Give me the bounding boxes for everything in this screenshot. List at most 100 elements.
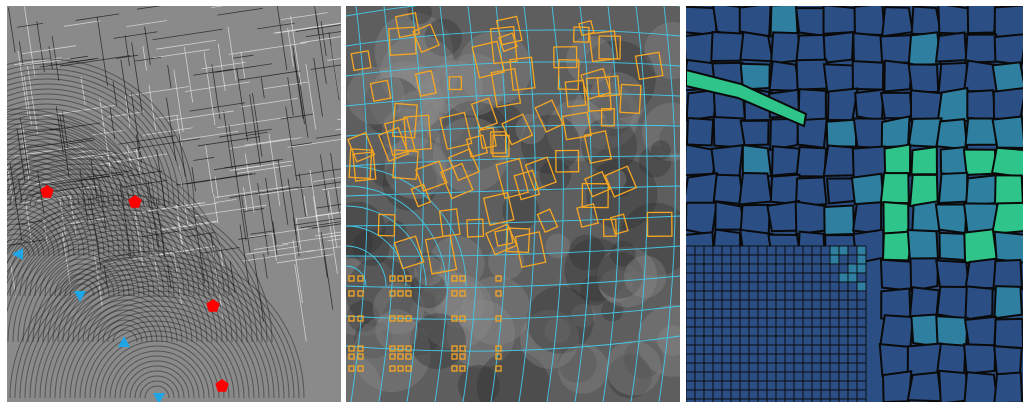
frame-square bbox=[397, 345, 404, 352]
frame-square bbox=[348, 290, 355, 297]
mesh-cell bbox=[802, 353, 813, 364]
mesh-cell bbox=[811, 317, 822, 328]
mesh-cell bbox=[820, 245, 831, 256]
frame-square bbox=[403, 114, 432, 152]
mesh-cell bbox=[838, 245, 849, 256]
mesh-cell bbox=[703, 371, 714, 382]
streamline bbox=[346, 265, 367, 287]
mesh-cell bbox=[712, 254, 723, 265]
mesh-cell bbox=[757, 380, 768, 391]
mesh-cell bbox=[769, 117, 800, 152]
mesh-cell bbox=[686, 308, 696, 319]
mesh-cell bbox=[730, 326, 741, 337]
mesh-cell bbox=[757, 290, 768, 301]
frame-square bbox=[347, 131, 376, 163]
mesh-cell bbox=[964, 174, 998, 207]
mesh-cell bbox=[856, 389, 867, 400]
mesh-cell bbox=[730, 353, 741, 364]
frame-square bbox=[451, 353, 458, 360]
mesh-cell bbox=[712, 281, 723, 292]
mesh-cell bbox=[703, 398, 714, 402]
mesh-cell bbox=[766, 263, 777, 274]
mesh-cell bbox=[739, 317, 750, 328]
mesh-cell bbox=[802, 362, 813, 373]
mesh-cell bbox=[847, 326, 858, 337]
mesh-cell bbox=[686, 326, 696, 337]
mesh-cell bbox=[703, 263, 714, 274]
mesh-cell bbox=[856, 362, 867, 373]
mesh-cell bbox=[802, 380, 813, 391]
frame-square bbox=[357, 353, 364, 360]
frame-square bbox=[553, 46, 578, 69]
mesh-cell bbox=[721, 398, 732, 402]
mesh-cell bbox=[775, 290, 786, 301]
mesh-cell bbox=[820, 263, 831, 274]
frame-square bbox=[490, 67, 522, 108]
mesh-cell bbox=[856, 308, 867, 319]
mesh-cell bbox=[748, 380, 759, 391]
frame-square bbox=[495, 275, 502, 282]
frame-square bbox=[369, 79, 392, 103]
frame-square bbox=[451, 275, 458, 282]
frame-square bbox=[389, 315, 396, 322]
mesh-cell bbox=[757, 362, 768, 373]
streamline bbox=[462, 6, 480, 402]
mesh-cell bbox=[847, 272, 858, 283]
mesh-cell bbox=[739, 344, 750, 355]
mesh-cell bbox=[712, 353, 723, 364]
mesh-cell bbox=[712, 299, 723, 310]
mesh-cell bbox=[710, 144, 744, 179]
mesh-cell bbox=[730, 299, 741, 310]
mesh-cell bbox=[748, 308, 759, 319]
mesh-cell bbox=[847, 308, 858, 319]
mesh-cell bbox=[847, 254, 858, 265]
mesh-cell bbox=[811, 335, 822, 346]
mesh-cell bbox=[748, 281, 759, 292]
mesh-cell bbox=[794, 176, 828, 207]
mesh-cell bbox=[686, 335, 696, 346]
mesh-cell bbox=[721, 254, 732, 265]
streamline bbox=[434, 6, 452, 402]
mesh-cell bbox=[784, 281, 795, 292]
mesh-cell bbox=[757, 398, 768, 402]
mesh-cell bbox=[775, 308, 786, 319]
mesh-cell bbox=[739, 245, 750, 256]
mesh-cell bbox=[829, 335, 840, 346]
mesh-cell bbox=[775, 353, 786, 364]
mesh-cell bbox=[766, 380, 777, 391]
frame-square bbox=[414, 160, 448, 192]
mesh-cell bbox=[712, 317, 723, 328]
mesh-cell bbox=[937, 6, 971, 35]
mesh-cell bbox=[710, 30, 746, 63]
mesh-cell bbox=[879, 91, 913, 120]
mesh-cell bbox=[757, 344, 768, 355]
mesh-cell bbox=[730, 371, 741, 382]
mesh-cell bbox=[784, 335, 795, 346]
blue-arrow-marker bbox=[74, 291, 86, 302]
mesh-cell bbox=[856, 245, 867, 256]
frame-square bbox=[495, 315, 502, 322]
mesh-cell bbox=[838, 389, 849, 400]
red-pentagon-marker bbox=[206, 299, 220, 312]
mesh-cell bbox=[962, 148, 998, 176]
frame-square bbox=[410, 183, 432, 208]
frame-square bbox=[439, 111, 473, 150]
mesh-cell bbox=[793, 317, 804, 328]
frame-square bbox=[389, 290, 396, 297]
mesh-cell bbox=[838, 344, 849, 355]
mesh-cell bbox=[838, 281, 849, 292]
red-pentagon-marker bbox=[40, 185, 54, 198]
mesh-cell bbox=[856, 335, 867, 346]
mesh-cell bbox=[829, 326, 840, 337]
mesh-cell bbox=[775, 245, 786, 256]
mesh-cell bbox=[703, 245, 714, 256]
mesh-cell bbox=[703, 389, 714, 400]
mesh-cell bbox=[784, 290, 795, 301]
mesh-cell bbox=[829, 398, 840, 402]
mesh-cell bbox=[712, 362, 723, 373]
mesh-cell bbox=[739, 263, 750, 274]
mesh-cell bbox=[802, 326, 813, 337]
mesh-cell bbox=[712, 308, 723, 319]
mesh-cell bbox=[838, 362, 849, 373]
mesh-cell bbox=[703, 308, 714, 319]
